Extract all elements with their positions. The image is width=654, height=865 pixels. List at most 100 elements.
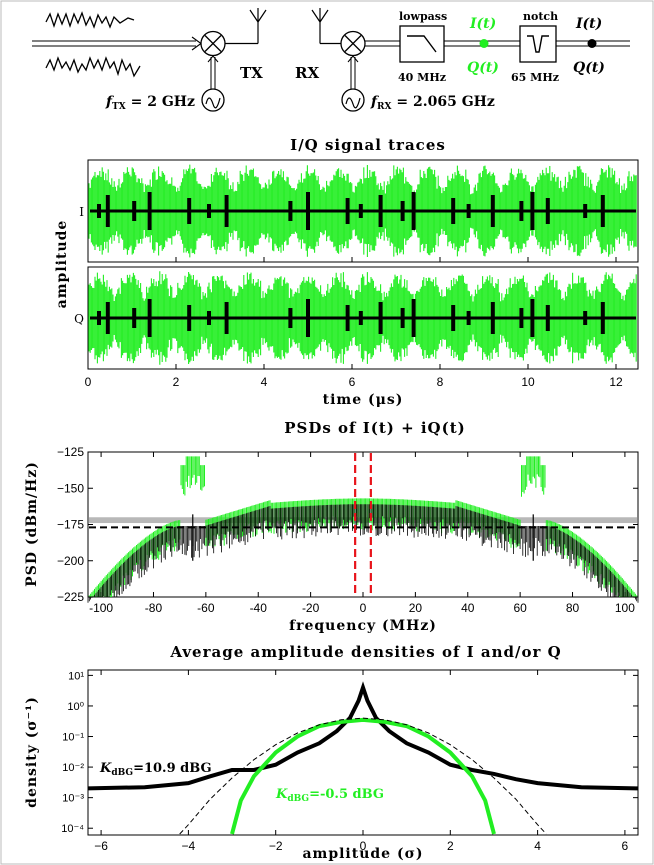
iq-burst-q bbox=[306, 299, 310, 337]
iq-xtick-label: 6 bbox=[349, 375, 356, 389]
psd-xtick-label: 0 bbox=[360, 601, 367, 615]
psd-xlabel: frequency (MHz) bbox=[289, 618, 437, 634]
density-xtick-label: −2 bbox=[269, 839, 283, 853]
psd-xtick-label: -80 bbox=[145, 601, 163, 615]
density-xtick-label: −6 bbox=[94, 839, 108, 853]
iq-burst-i bbox=[601, 195, 605, 227]
iq-green-traces bbox=[89, 165, 636, 365]
iq-burst-i bbox=[346, 198, 350, 224]
iq-burst-i bbox=[132, 201, 136, 221]
iq-burst-i bbox=[519, 201, 523, 221]
density-ytick-label: 10¹ bbox=[68, 670, 84, 682]
iq-burst-q bbox=[519, 308, 523, 328]
psd-chart-title: PSDs of I(t) + iQ(t) bbox=[284, 419, 466, 437]
f-tx-label: fTX = 2 GHz bbox=[105, 94, 195, 112]
density-ytick-label: 10⁻³ bbox=[62, 793, 84, 805]
iq-burst-i bbox=[106, 195, 110, 227]
iq-burst-q bbox=[412, 299, 416, 337]
density-ylabel: density (σ⁻¹) bbox=[24, 696, 40, 808]
signal-chain-diagram: fTX = 2 GHz TX RX fRX = 2.065 GHz lowpas… bbox=[32, 8, 630, 112]
iq-burst-q bbox=[401, 308, 405, 328]
iq-chart-title: I/Q signal traces bbox=[290, 136, 446, 154]
density-chart-title: Average amplitude densities of I and/or … bbox=[169, 643, 561, 661]
iq-burst-q bbox=[288, 308, 292, 328]
density-xlabel: amplitude (σ) bbox=[302, 846, 423, 862]
lowpass-filter-box bbox=[400, 26, 444, 62]
lowpass-label: lowpass bbox=[399, 10, 447, 23]
iq-burst-i bbox=[379, 195, 383, 227]
iq-burst-q bbox=[106, 302, 110, 334]
psd-xtick-label: -40 bbox=[250, 601, 268, 615]
iq-burst-q bbox=[491, 302, 495, 334]
iq-burst-q bbox=[207, 311, 211, 325]
density-ytick-label: 10⁻⁴ bbox=[61, 823, 84, 835]
input-wave-2 bbox=[46, 58, 140, 76]
q-panel-label: Q bbox=[74, 312, 84, 326]
psd-xtick-label: 80 bbox=[566, 601, 580, 615]
density-xtick-label: −4 bbox=[182, 839, 196, 853]
out-node-dot bbox=[588, 39, 597, 48]
tx-label: TX bbox=[240, 64, 263, 82]
iq-burst-q bbox=[583, 311, 587, 325]
iq-burst-q bbox=[451, 305, 455, 331]
iq-burst-q bbox=[132, 308, 136, 328]
iq-burst-q bbox=[346, 305, 350, 331]
iq-xtick-label: 10 bbox=[521, 375, 535, 389]
iq-burst-q bbox=[359, 311, 363, 325]
iq-burst-q bbox=[546, 305, 550, 331]
iq-burst-i bbox=[288, 201, 292, 221]
psd-xtick-label: 40 bbox=[461, 601, 475, 615]
density-ytick-label: 10⁰ bbox=[67, 701, 84, 713]
psd-ytick-label: −175 bbox=[57, 518, 84, 532]
rx-label: RX bbox=[295, 64, 319, 82]
density-axes bbox=[88, 670, 638, 835]
iq-burst-q bbox=[97, 311, 101, 325]
iq-xtick-label: 12 bbox=[609, 375, 623, 389]
iq-burst-i bbox=[451, 198, 455, 224]
iq-burst-i bbox=[148, 192, 152, 230]
q-mid-label: Q(t) bbox=[467, 60, 499, 76]
psd-xtick-label: -100 bbox=[89, 601, 113, 615]
psd-xtick-label: 60 bbox=[513, 601, 527, 615]
iq-burst-i bbox=[583, 204, 587, 218]
psd-ytick-label: −125 bbox=[57, 445, 84, 459]
iq-burst-i bbox=[491, 195, 495, 227]
q-out-label: Q(t) bbox=[573, 60, 605, 76]
psd-ytick-label: −200 bbox=[57, 554, 84, 568]
psd-xtick-label: -20 bbox=[302, 601, 320, 615]
iq-xlabel: time (μs) bbox=[323, 392, 404, 408]
iq-burst-i bbox=[530, 192, 534, 230]
iq-burst-i bbox=[412, 192, 416, 230]
lowpass-freq-label: 40 MHz bbox=[398, 71, 446, 84]
i-panel-label: I bbox=[79, 205, 84, 219]
notch-label: notch bbox=[523, 10, 558, 23]
iq-burst-i bbox=[225, 195, 229, 227]
iq-xtick-label: 2 bbox=[173, 375, 180, 389]
iq-burst-i bbox=[207, 204, 211, 218]
iq-ylabel: amplitude bbox=[54, 220, 70, 309]
density-xtick-label: 6 bbox=[622, 839, 629, 853]
psd-ytick-label: −225 bbox=[57, 590, 84, 604]
notch-freq-label: 65 MHz bbox=[511, 71, 559, 84]
psd-xtick-label: 20 bbox=[409, 601, 423, 615]
iq-burst-q bbox=[601, 302, 605, 334]
i-out-label: I(t) bbox=[575, 16, 602, 32]
mid-node-dot bbox=[480, 39, 489, 48]
rx-antenna-icon bbox=[312, 8, 328, 22]
density-ytick-label: 10⁻¹ bbox=[62, 732, 84, 744]
iq-burst-q bbox=[467, 311, 471, 325]
notch-filter-box bbox=[520, 26, 556, 62]
iq-burst-i bbox=[467, 204, 471, 218]
tx-antenna-icon bbox=[250, 8, 266, 22]
iq-burst-i bbox=[359, 204, 363, 218]
iq-burst-i bbox=[306, 192, 310, 230]
iq-burst-q bbox=[379, 302, 383, 334]
f-rx-label: fRX = 2.065 GHz bbox=[370, 94, 495, 112]
iq-xtick-label: 0 bbox=[85, 375, 92, 389]
iq-burst-q bbox=[187, 305, 191, 331]
iq-xtick-label: 4 bbox=[261, 375, 268, 389]
tx-oscillator-icon bbox=[202, 89, 224, 111]
density-ytick-label: 10⁻² bbox=[62, 762, 84, 774]
i-mid-label: I(t) bbox=[469, 16, 496, 32]
